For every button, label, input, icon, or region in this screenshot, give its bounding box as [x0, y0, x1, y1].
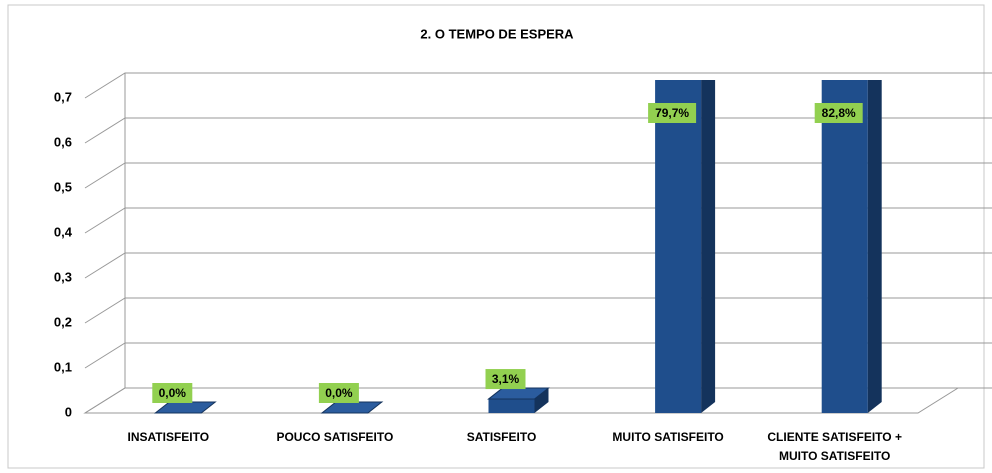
- value-label: 0,0%: [159, 386, 187, 400]
- bar-side: [534, 388, 549, 413]
- x-tick-label: MUITO SATISFEITO: [612, 430, 724, 444]
- value-label-box: [152, 383, 193, 403]
- y-tick-label: 0: [65, 404, 72, 419]
- bar: [655, 80, 702, 413]
- x-tick-label: SATISFEITO: [466, 430, 537, 444]
- grid-line: [84, 72, 992, 99]
- bar-top: [153, 401, 217, 414]
- value-label-box: [814, 103, 863, 123]
- value-label: 3,1%: [492, 372, 520, 386]
- value-label-box: [485, 369, 526, 390]
- bar-side: [701, 80, 716, 413]
- bar-side: [867, 80, 882, 413]
- y-tick-label: 0,2: [54, 314, 72, 329]
- bar: [821, 80, 868, 414]
- x-tick-label: INSATISFEITO: [127, 430, 210, 444]
- x-tick-label: CLIENTE SATISFEITO + MUITO SATISFEITO: [767, 430, 902, 463]
- y-tick-label: 0,1: [54, 359, 72, 374]
- value-label: 82,8%: [822, 106, 856, 120]
- bar: [488, 399, 535, 413]
- chart-title: 2. O TEMPO DE ESPERA: [420, 26, 574, 41]
- y-tick-label: 0,5: [54, 179, 72, 194]
- value-label: 0,0%: [325, 386, 353, 400]
- value-label-box: [318, 383, 359, 403]
- bar-top: [487, 387, 550, 400]
- y-tick-label: 0,3: [54, 269, 72, 284]
- y-tick-label: 0,7: [54, 89, 72, 104]
- bar-top: [320, 401, 384, 414]
- bars: [153, 80, 882, 414]
- x-tick-label: POUCO SATISFEITO: [276, 430, 394, 444]
- value-label-box: [648, 103, 697, 123]
- y-tick-label: 0,6: [54, 134, 72, 149]
- value-label: 79,7%: [655, 106, 689, 120]
- y-tick-label: 0,4: [54, 224, 73, 239]
